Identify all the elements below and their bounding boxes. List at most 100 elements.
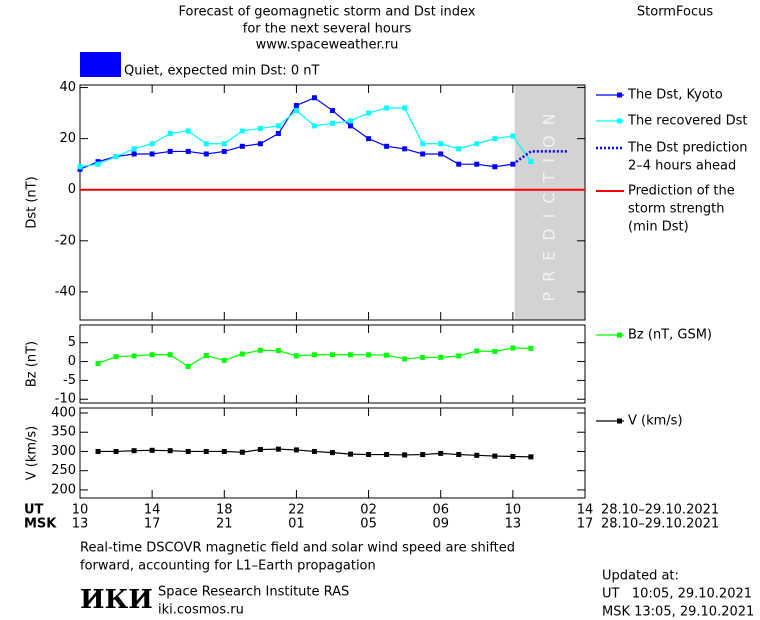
point xyxy=(438,354,444,360)
point xyxy=(492,453,498,459)
point xyxy=(510,453,516,459)
prediction-label: PREDICTION xyxy=(539,103,558,301)
point xyxy=(293,447,299,453)
point xyxy=(257,125,263,131)
point xyxy=(275,446,281,452)
logo: ИКИ xyxy=(80,585,153,615)
point xyxy=(456,146,462,152)
point xyxy=(384,352,390,358)
msk-tick-label: 05 xyxy=(360,517,377,532)
point xyxy=(203,353,209,359)
y-tick-label: 300 xyxy=(51,444,76,459)
point xyxy=(131,353,137,359)
brand: StormFocus xyxy=(637,5,713,20)
y-tick-label: -40 xyxy=(55,284,76,299)
point xyxy=(474,452,480,458)
point xyxy=(474,141,480,147)
msk-tick-label: 21 xyxy=(216,517,233,532)
legend-marker xyxy=(617,92,622,98)
point xyxy=(167,131,173,137)
point xyxy=(167,352,173,358)
x-tick-label: 18 xyxy=(216,503,233,518)
msk-tick-label: 17 xyxy=(144,517,161,532)
point xyxy=(275,123,281,129)
point xyxy=(456,161,462,167)
point xyxy=(420,141,426,147)
institute: Space Research Institute RAS xyxy=(158,585,349,600)
point xyxy=(348,352,354,358)
point xyxy=(185,363,191,369)
plot-frame xyxy=(79,407,586,499)
point xyxy=(438,141,444,147)
y-tick-label: -20 xyxy=(55,233,76,248)
point xyxy=(95,159,101,165)
legend-marker xyxy=(617,118,622,124)
point xyxy=(221,448,227,454)
point xyxy=(257,141,263,147)
prediction-band xyxy=(514,85,585,320)
point xyxy=(492,164,498,170)
point xyxy=(402,452,408,458)
point xyxy=(366,110,372,116)
legend-label: The Dst prediction xyxy=(627,141,748,156)
y-tick-label: 350 xyxy=(51,425,76,440)
footer-note: forward, accounting for L1–Earth propaga… xyxy=(80,559,376,574)
point xyxy=(420,151,426,157)
point xyxy=(275,348,281,354)
point xyxy=(95,360,101,366)
point xyxy=(149,352,155,358)
point xyxy=(384,452,390,458)
point xyxy=(203,448,209,454)
legend-label: V (km/s) xyxy=(628,414,683,429)
legend-label: The Dst, Kyoto xyxy=(627,88,723,103)
point xyxy=(149,141,155,147)
point xyxy=(456,452,462,458)
point xyxy=(402,146,408,152)
x-tick-label: 10 xyxy=(505,503,522,518)
point xyxy=(348,118,354,124)
title-line: www.spaceweather.ru xyxy=(256,38,399,53)
legend-marker xyxy=(617,332,622,338)
point xyxy=(293,108,299,114)
y-tick-label: 5 xyxy=(68,335,76,350)
point xyxy=(221,148,227,154)
point xyxy=(131,151,137,157)
y-tick-label: 400 xyxy=(51,406,76,421)
point xyxy=(528,454,534,460)
point xyxy=(257,447,263,453)
point xyxy=(366,352,372,358)
legend-label: Bz (nT, GSM) xyxy=(628,328,712,343)
point xyxy=(77,164,83,170)
point xyxy=(330,120,335,126)
point xyxy=(185,448,191,454)
date-range: 28.10–29.10.2021 xyxy=(601,503,719,518)
point xyxy=(239,449,245,455)
y-tick-label: -10 xyxy=(55,392,76,407)
y-tick-label: -5 xyxy=(63,373,76,388)
point xyxy=(203,151,209,157)
point xyxy=(95,161,101,167)
point xyxy=(221,357,227,363)
legend-marker xyxy=(617,418,622,424)
point xyxy=(438,151,444,157)
x-tick-label: 14 xyxy=(144,503,161,518)
x-tick-label: 22 xyxy=(288,503,305,518)
point xyxy=(420,354,426,360)
point xyxy=(185,128,191,134)
title-line: for the next several hours xyxy=(243,22,412,37)
point xyxy=(113,354,119,360)
x-tick-label: 14 xyxy=(577,503,594,518)
point xyxy=(456,353,462,359)
point xyxy=(239,128,245,134)
point xyxy=(293,353,299,359)
point xyxy=(185,148,191,154)
series-line xyxy=(79,107,532,168)
msk-tick-label: 17 xyxy=(577,517,594,532)
point xyxy=(330,450,335,456)
point xyxy=(275,131,281,137)
date-range: 28.10–29.10.2021 xyxy=(601,517,719,532)
point xyxy=(348,451,354,457)
point xyxy=(492,348,498,354)
point xyxy=(203,141,209,147)
